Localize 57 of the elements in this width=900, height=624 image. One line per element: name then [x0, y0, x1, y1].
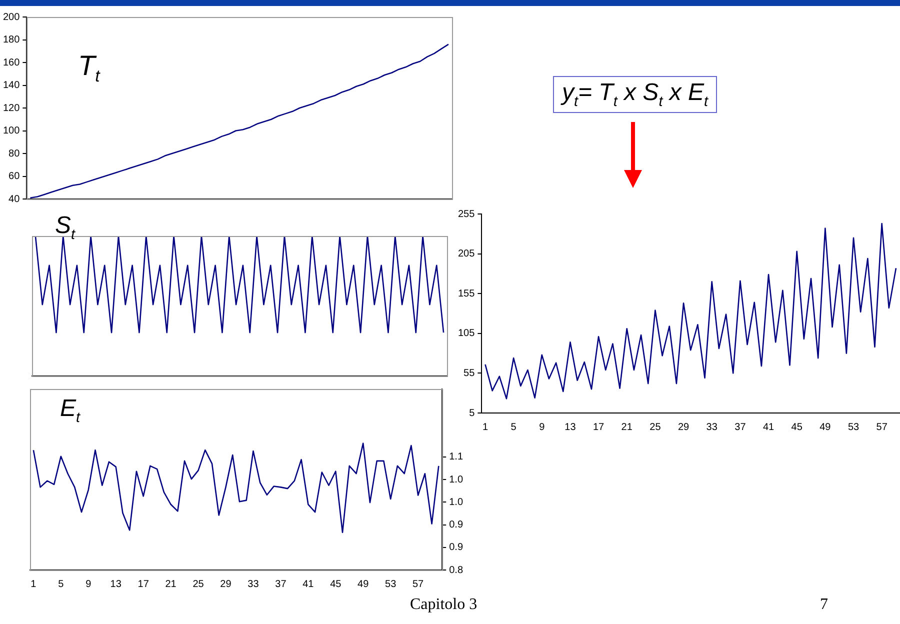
x-tick-label: 13	[564, 422, 576, 433]
y2-tick-label: 1.1	[449, 452, 464, 463]
x-tick-label: 9	[539, 422, 546, 433]
x-tick-label: 57	[876, 422, 888, 433]
y-tick-label: 80	[8, 148, 20, 160]
annotation: S$_{t}$	[55, 212, 76, 243]
y-tick-label: 5	[469, 408, 476, 419]
x-tick-label: 45	[330, 578, 342, 590]
y-tick-label: 40	[8, 194, 20, 205]
y-tick-label: 140	[2, 80, 20, 91]
y-tick-label: 200	[2, 12, 20, 23]
y2-tick-label: 0.8	[449, 564, 464, 576]
x-tick-label: 5	[510, 422, 517, 433]
x-tick-label: 33	[706, 422, 718, 433]
text: y$_{t}$= T$_{t}$ x S$_{t}$ x E$_{t}$	[553, 76, 718, 113]
x-tick-label: 29	[220, 578, 232, 590]
x-tick-label: 21	[165, 578, 177, 590]
x-tick-label: 57	[412, 578, 424, 590]
x-tick-label: 21	[621, 422, 633, 433]
x-tick-label: 9	[86, 578, 92, 590]
x-tick-label: 49	[820, 422, 832, 433]
x-tick-label: 1	[482, 422, 488, 433]
y-tick-label: 205	[458, 248, 476, 260]
x-tick-label: 53	[848, 422, 860, 433]
y2-tick-label: 1.0	[449, 496, 464, 508]
y-tick-label: 255	[458, 208, 476, 220]
x-tick-label: 41	[302, 578, 314, 590]
y-tick-label: 160	[2, 57, 20, 68]
x-tick-label: 29	[678, 422, 690, 433]
x-tick-label: 33	[248, 578, 260, 590]
x-tick-label: 53	[385, 578, 397, 590]
x-tick-label: 17	[592, 422, 605, 433]
y-tick-label: 60	[8, 171, 20, 182]
y-tick-label: 55	[464, 368, 476, 379]
y2-tick-label: 0.9	[449, 520, 464, 530]
y-tick-label: 120	[2, 102, 20, 114]
x-tick-label: 37	[734, 422, 746, 433]
y2-tick-label: 1.0	[449, 474, 464, 486]
x-tick-label: 13	[110, 578, 122, 590]
text: Capitolo 3	[410, 596, 478, 614]
y-tick-label: 105	[458, 328, 476, 340]
x-tick-label: 45	[791, 422, 803, 433]
x-tick-label: 49	[358, 578, 370, 590]
x-tick-label: 25	[650, 422, 662, 433]
x-tick-label: 5	[58, 578, 64, 590]
y2-tick-label: 0.9	[449, 542, 464, 554]
y-tick-label: 155	[458, 288, 476, 300]
x-tick-label: 1	[30, 578, 37, 590]
x-tick-label: 25	[192, 578, 204, 590]
x-tick-label: 37	[275, 578, 287, 590]
x-tick-label: 17	[138, 578, 150, 590]
y-tick-label: 100	[2, 126, 20, 136]
annotation: E$_{t}$	[60, 395, 80, 426]
annotation: T$_{t}$	[78, 50, 100, 87]
text: 7	[820, 596, 828, 614]
x-tick-label: 41	[762, 422, 775, 433]
y-tick-label: 180	[2, 34, 20, 46]
